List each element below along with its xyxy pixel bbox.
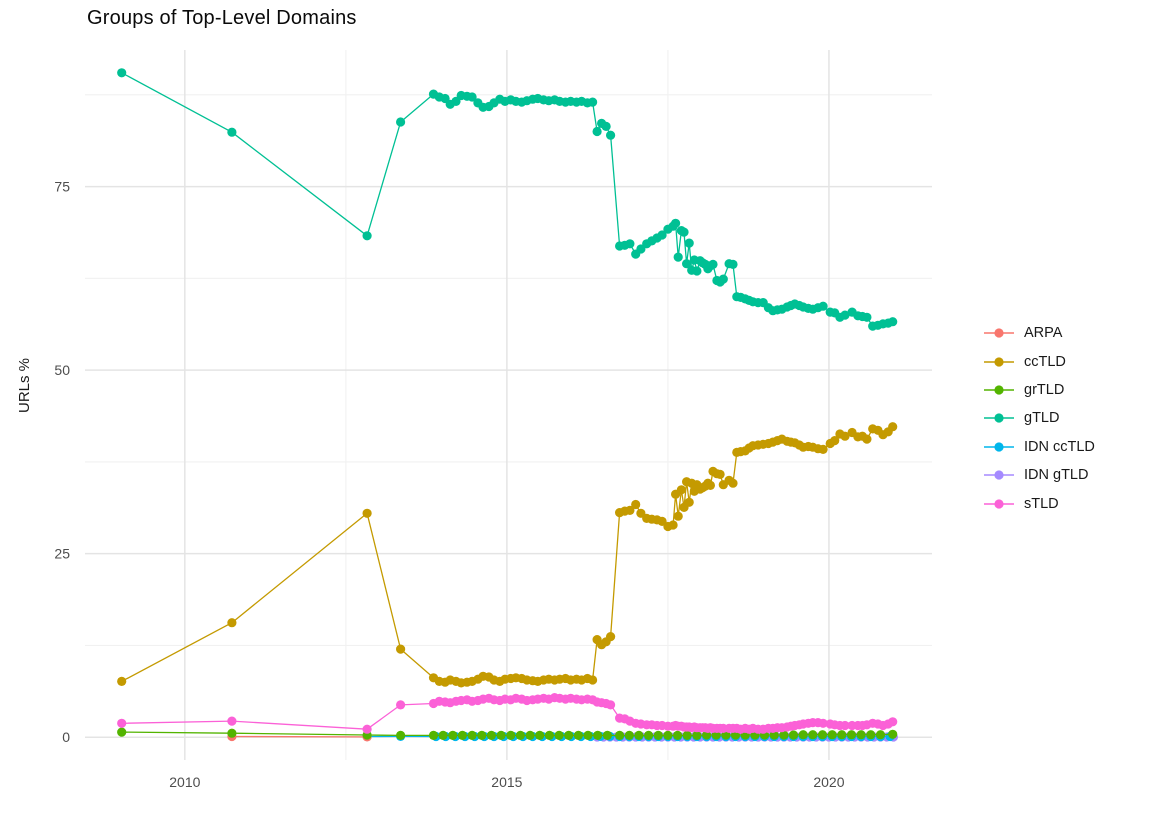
- legend-item-cctld: ccTLD: [983, 347, 1095, 375]
- legend: ARPA ccTLD grTLD gTLD IDN ccTLD IDN gTLD sTLD: [983, 319, 1095, 518]
- legend-key-icon: [984, 442, 1014, 452]
- y-tick-label: 0: [62, 729, 70, 745]
- legend-item-idn-cctld: IDN ccTLD: [983, 433, 1095, 461]
- legend-key-icon: [984, 498, 1014, 509]
- series-stld: [117, 693, 898, 734]
- legend-label: sTLD: [1024, 495, 1059, 512]
- y-tick-label: 25: [54, 546, 70, 562]
- legend-key-icon: [984, 413, 1014, 423]
- legend-key-icon: [984, 356, 1014, 367]
- x-tick-label: 2020: [813, 774, 844, 790]
- legend-item-arpa: ARPA: [983, 319, 1095, 347]
- legend-label: grTLD: [1024, 381, 1065, 398]
- series-gtld: [117, 68, 898, 331]
- legend-label: IDN gTLD: [1024, 467, 1089, 484]
- legend-label: ARPA: [1024, 325, 1063, 342]
- series-cctld: [117, 422, 898, 688]
- legend-key-icon: [984, 385, 1014, 395]
- legend-item-idn-gtld: IDN gTLD: [983, 461, 1095, 489]
- legend-item-stld: sTLD: [983, 489, 1095, 517]
- y-tick-label: 75: [54, 179, 70, 195]
- legend-item-gtld: gTLD: [983, 404, 1095, 432]
- y-axis-title: URLs %: [16, 358, 33, 414]
- x-tick-label: 2010: [169, 774, 200, 790]
- legend-label: gTLD: [1024, 410, 1060, 427]
- legend-item-grtld: grTLD: [983, 376, 1095, 404]
- chart-title: Groups of Top-Level Domains: [87, 7, 357, 29]
- x-tick-label: 2015: [491, 774, 522, 790]
- y-tick-label: 50: [54, 362, 70, 378]
- legend-key-icon: [984, 328, 1014, 338]
- legend-label: IDN ccTLD: [1024, 438, 1095, 455]
- legend-label: ccTLD: [1024, 353, 1066, 370]
- legend-key-icon: [984, 470, 1014, 480]
- gridlines: [85, 50, 932, 760]
